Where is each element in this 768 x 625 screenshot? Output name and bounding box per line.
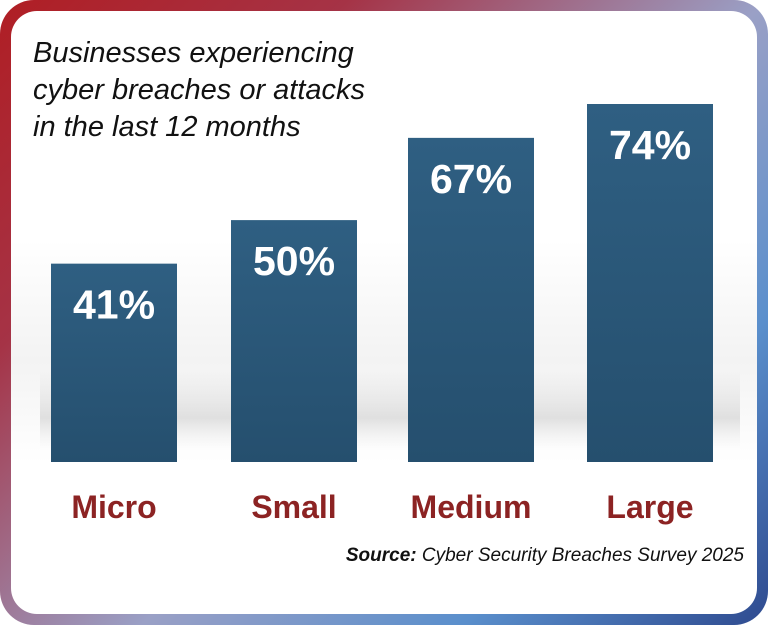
source-label: Source: bbox=[345, 545, 417, 566]
source-note: Source: Cyber Security Breaches Survey 2… bbox=[346, 545, 744, 567]
bar-value-label-large: 74% bbox=[609, 122, 691, 168]
source-text: Cyber Security Breaches Survey 2025 bbox=[416, 545, 744, 566]
bar-value-label-micro: 41% bbox=[73, 282, 155, 328]
chart-title-line-2: cyber breaches or attacks bbox=[33, 74, 366, 106]
bar-value-label-small: 50% bbox=[253, 238, 335, 284]
bar-value-label-medium: 67% bbox=[430, 156, 512, 202]
bar-medium bbox=[408, 137, 534, 462]
chart-title-line-1: Businesses experiencing bbox=[33, 37, 354, 69]
bar-large bbox=[587, 104, 713, 462]
category-label-large: Large bbox=[606, 489, 693, 525]
category-label-small: Small bbox=[251, 489, 336, 525]
chart-title-line-3: in the last 12 months bbox=[33, 111, 301, 143]
category-label-medium: Medium bbox=[411, 489, 532, 525]
bar-micro bbox=[51, 263, 177, 462]
chart-title: Businesses experiencing cyber breaches o… bbox=[33, 35, 413, 146]
category-label-micro: Micro bbox=[71, 489, 156, 525]
bar-small bbox=[231, 220, 357, 462]
